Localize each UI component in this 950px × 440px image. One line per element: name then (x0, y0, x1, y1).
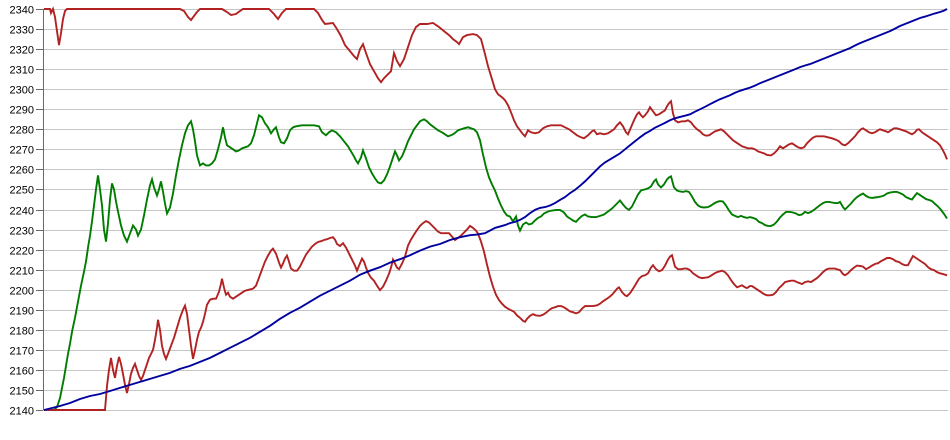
y-axis-label: 2290 (10, 105, 34, 117)
y-axis-label: 2310 (10, 65, 34, 77)
blue-line (43, 8, 948, 411)
y-axis-label: 2140 (10, 406, 34, 418)
y-axis-label: 2300 (10, 85, 34, 97)
y-axis-label: 2190 (10, 306, 34, 318)
green-line (44, 113, 948, 411)
lower-red-line (44, 220, 948, 411)
y-axis-label: 2160 (10, 366, 34, 378)
y-axis-label: 2320 (10, 45, 34, 57)
y-axis-label: 2270 (10, 145, 34, 157)
y-axis-label: 2200 (10, 286, 34, 298)
y-axis-label: 2340 (10, 5, 34, 17)
y-axis-label: 2250 (10, 185, 34, 197)
y-axis-label: 2230 (10, 226, 34, 238)
y-axis-label: 2180 (10, 326, 34, 338)
y-axis-label: 2280 (10, 125, 34, 137)
y-axis-label: 2220 (10, 246, 34, 258)
y-axis-label: 2210 (10, 266, 34, 278)
y-axis-label: 2330 (10, 25, 34, 37)
upper-red-line (44, 6, 948, 160)
y-axis-label: 2240 (10, 206, 34, 218)
y-axis-label: 2260 (10, 165, 34, 177)
y-axis-label: 2170 (10, 346, 34, 358)
y-axis-label: 2150 (10, 386, 34, 398)
